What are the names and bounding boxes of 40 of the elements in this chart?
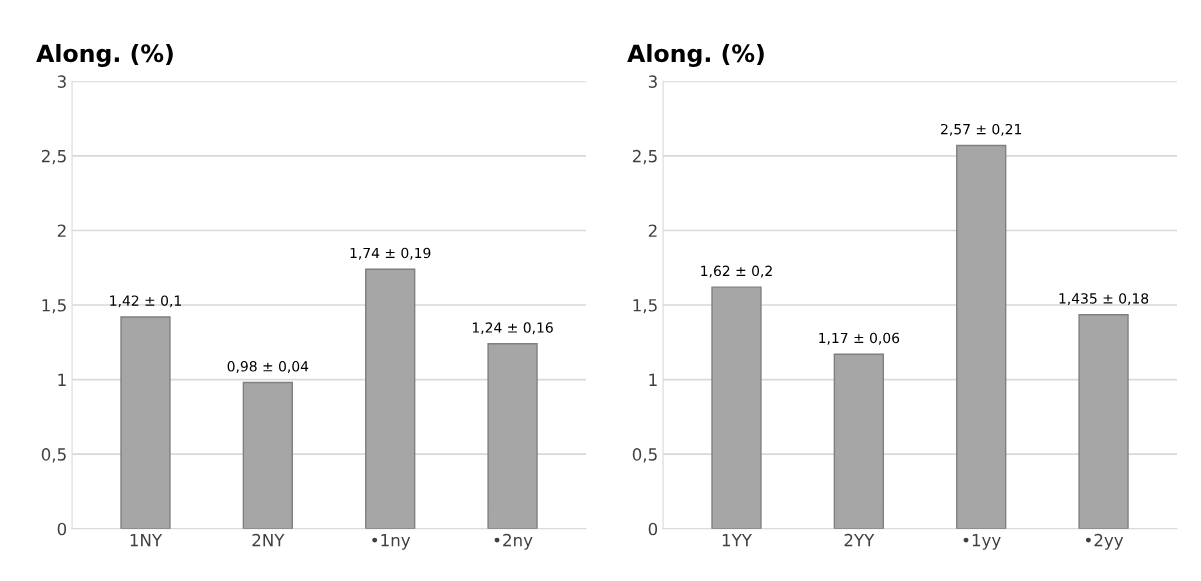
- y-tick-label: 1: [649, 373, 657, 386]
- y-tick-label: 2,5: [632, 149, 657, 165]
- x-tick-label: •1ny: [372, 534, 411, 550]
- bar: [833, 353, 885, 529]
- x-tick-label: 1NY: [130, 534, 163, 547]
- bar: [120, 316, 171, 529]
- data-label: 1,62 ± 0,2: [701, 265, 772, 278]
- data-label: 2,57 ± 0,21: [941, 123, 1022, 136]
- x-tick-label: 2YY: [844, 533, 875, 547]
- bar: [956, 144, 1007, 529]
- data-label: 1,435 ± 0,18: [1059, 293, 1149, 306]
- y-tick-label: 0,5: [632, 448, 657, 463]
- y-tick-label: 3: [648, 75, 657, 88]
- y-tick-label: 3: [57, 75, 66, 88]
- x-tick-label: •2ny: [494, 533, 533, 550]
- y-tick-label: 2: [57, 224, 66, 237]
- data-label: 0,98 ± 0,04: [227, 361, 309, 373]
- bar: [487, 343, 538, 529]
- y-tick-label: 0: [57, 522, 67, 536]
- data-label: 1,42 ± 0,1: [110, 295, 181, 308]
- x-tick-label: •1yy: [963, 534, 1001, 550]
- y-tick-label: 1: [58, 373, 66, 386]
- bar: [242, 381, 294, 529]
- y-tick-label: 1,5: [633, 299, 657, 314]
- y-tick-label: 2: [648, 224, 657, 237]
- bar: [711, 286, 762, 529]
- data-label: 1,24 ± 0,16: [472, 322, 553, 335]
- x-tick-label: 1YY: [722, 534, 752, 547]
- x-tick-label: •2yy: [1085, 533, 1124, 550]
- data-label: 1,17 ± 0,06: [819, 332, 900, 345]
- data-label: 1,74 ± 0,19: [350, 247, 431, 260]
- y-tick-label: 2,5: [41, 149, 66, 165]
- y-tick-label: 0,5: [41, 448, 66, 463]
- y-tick-label: 0: [648, 522, 658, 536]
- x-tick-label: 2NY: [252, 533, 285, 547]
- bar: [365, 268, 416, 529]
- chart-title: Along. (%): [36, 43, 173, 67]
- y-tick-label: 1,5: [42, 299, 66, 314]
- bar: [1078, 314, 1129, 529]
- chart-title: Along. (%): [627, 43, 764, 67]
